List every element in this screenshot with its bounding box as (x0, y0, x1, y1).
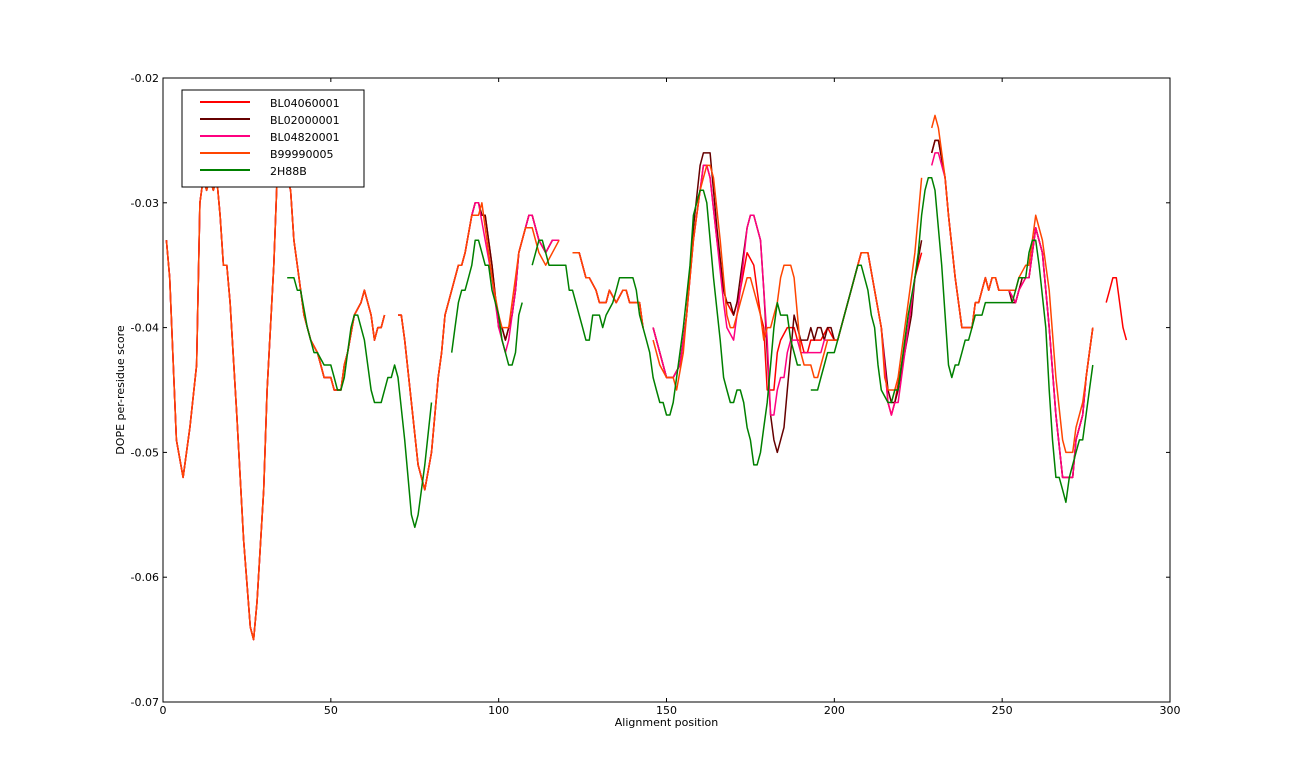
y-tick-label: -0.02 (131, 72, 159, 85)
y-tick-label: -0.05 (131, 446, 159, 459)
x-tick-label: 250 (992, 704, 1013, 717)
x-axis: 0 50 100 150 200 250 300 (160, 78, 1181, 717)
series-line-4-segment-0 (287, 276, 433, 529)
x-axis-label: Alignment position (615, 716, 718, 729)
series-line-3-segment-4 (930, 114, 1094, 454)
y-tick-label: -0.03 (131, 197, 159, 210)
legend-label: BL02000001 (270, 114, 340, 127)
series-line-4-segment-1 (450, 239, 523, 366)
x-tick-label: 50 (324, 704, 338, 717)
y-axis-label: DOPE per-residue score (114, 325, 127, 455)
y-tick-label: -0.04 (131, 322, 159, 335)
series-line-3-segment-2 (572, 251, 644, 328)
series-line-3-segment-3 (652, 164, 923, 391)
x-tick-label: 200 (824, 704, 845, 717)
x-tick-label: 150 (656, 704, 677, 717)
legend-label: BL04060001 (270, 97, 340, 110)
series-layer (165, 114, 1128, 641)
x-tick-label: 300 (1160, 704, 1181, 717)
legend-label: BL04820001 (270, 131, 340, 144)
x-tick-label: 100 (488, 704, 509, 717)
legend-label: 2H88B (270, 165, 307, 178)
series-line-0-segment-5 (1105, 276, 1128, 341)
x-tick-label: 0 (160, 704, 167, 717)
series-line-3-segment-1 (398, 202, 560, 491)
y-tick-label: -0.07 (131, 696, 159, 709)
y-tick-label: -0.06 (131, 571, 159, 584)
series-line-4-segment-2 (531, 189, 801, 466)
legend: BL04060001 BL02000001 BL04820001 B99990005 2… (181, 89, 365, 188)
legend-label: B99990005 (270, 148, 334, 161)
series-line-4-segment-3 (810, 177, 1094, 504)
y-axis: -0.07 -0.06 -0.05 -0.04 -0.03 -0.02 (131, 72, 1170, 709)
